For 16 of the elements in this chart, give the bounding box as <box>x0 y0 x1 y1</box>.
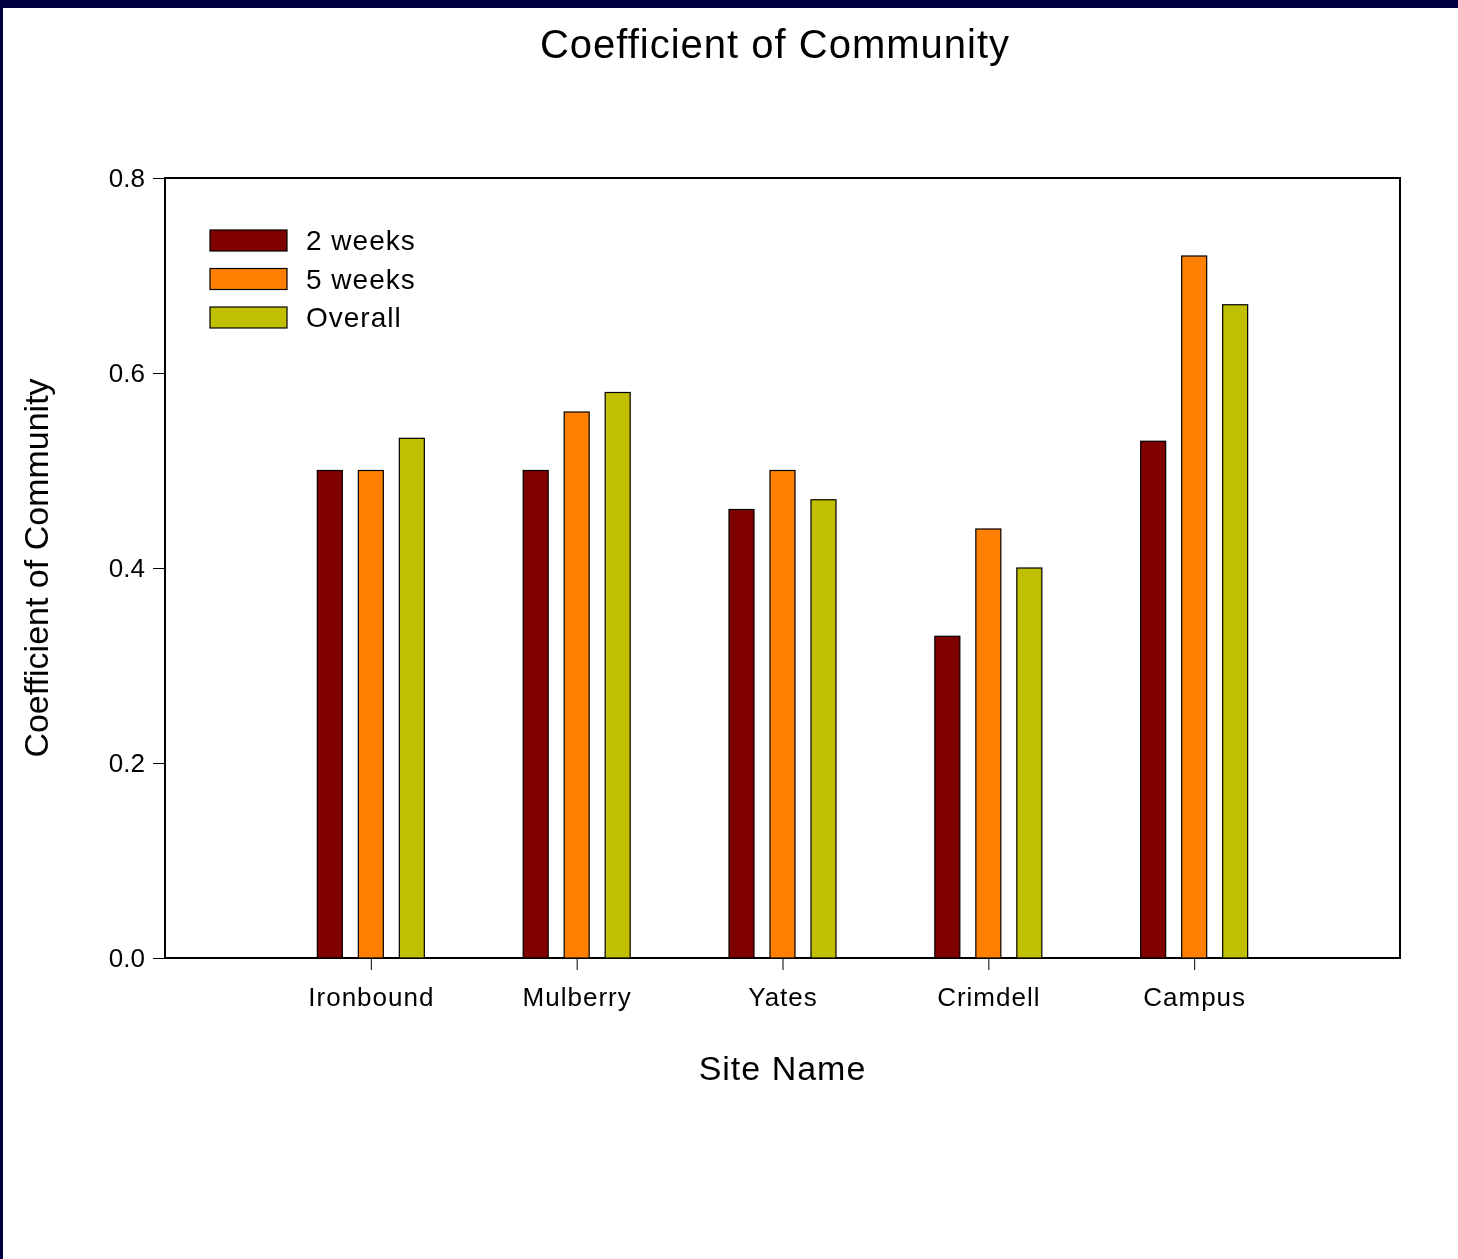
legend-label: 5 weeks <box>306 263 416 295</box>
x-tick-label: Ironbound <box>308 982 435 1013</box>
x-tick-label: Yates <box>748 982 818 1013</box>
y-tick-label: 0.8 <box>108 162 145 193</box>
x-axis-title: Site Name <box>698 1049 867 1087</box>
y-tick-label: 0.6 <box>108 357 145 388</box>
legend-label: 2 weeks <box>306 225 416 256</box>
y-tick-label: 0.2 <box>108 747 145 778</box>
y-tick-label: 0.0 <box>108 942 145 973</box>
x-tick-label: Crimdell <box>937 982 1041 1013</box>
y-tick-label: 0.4 <box>108 552 145 583</box>
chart-title: Coefficient of Community <box>539 22 1011 66</box>
x-tick-label: Campus <box>1143 982 1247 1013</box>
legend-label: Overall <box>306 302 402 333</box>
y-axis-title: Coefficient of Community <box>17 378 55 758</box>
x-tick-label: Mulberry <box>522 982 632 1013</box>
